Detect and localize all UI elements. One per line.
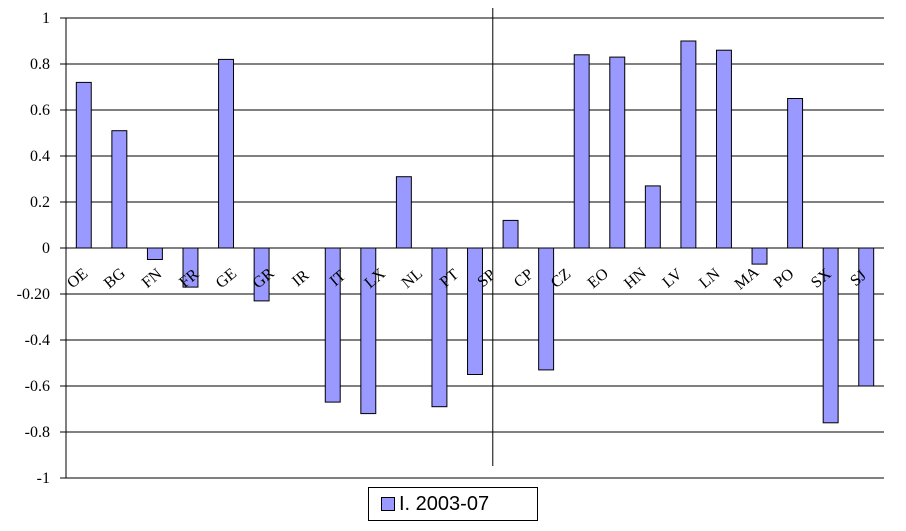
bar	[146, 247, 163, 260]
bar	[858, 247, 875, 387]
category-label: MA	[732, 263, 763, 293]
bar	[609, 56, 626, 249]
category-label: OE	[64, 265, 91, 292]
bar	[680, 40, 697, 249]
category-label: BG	[101, 265, 129, 293]
category-label: NL	[399, 265, 426, 292]
bar	[715, 49, 732, 249]
category-label: EO	[585, 265, 612, 292]
bar	[395, 176, 412, 249]
bar	[218, 58, 235, 249]
y-tick-label: -0.20	[17, 286, 50, 303]
y-tick-label: 0.8	[30, 56, 50, 73]
bar	[324, 247, 341, 403]
legend-label: I. 2003-07	[399, 492, 490, 515]
y-tick-label: -0.6	[25, 378, 50, 395]
y-tick-label: -0.4	[25, 332, 50, 349]
y-tick-label: 0	[42, 240, 50, 257]
bar	[644, 185, 661, 249]
legend-swatch	[381, 497, 395, 511]
bar	[467, 247, 483, 375]
bar	[573, 54, 590, 249]
bar	[182, 247, 199, 288]
category-label: FR	[176, 266, 202, 292]
category-label: HN	[621, 264, 650, 292]
bar	[111, 130, 128, 249]
bar	[75, 81, 92, 249]
y-tick-label: -0.8	[25, 424, 50, 441]
legend: I. 2003-07	[368, 487, 538, 521]
category-label: GE	[213, 265, 240, 292]
category-label: PO	[771, 265, 798, 291]
category-label: IR	[289, 267, 312, 291]
category-label: FN	[139, 265, 166, 291]
y-tick-label: 1	[42, 10, 50, 27]
y-tick-label: -1	[37, 470, 50, 487]
category-label: LV	[660, 265, 686, 291]
category-label: LN	[696, 265, 724, 292]
bar	[253, 247, 270, 302]
y-tick-label: 0.4	[30, 148, 50, 165]
bar	[502, 219, 519, 249]
bar	[360, 247, 377, 415]
bar	[538, 247, 555, 371]
bar	[822, 247, 839, 424]
y-tick-label: 0.2	[30, 194, 50, 211]
bar	[431, 247, 448, 408]
y-tick-label: 0.6	[30, 102, 50, 119]
bar	[787, 98, 804, 249]
bar	[751, 247, 768, 265]
category-label: CP	[511, 266, 537, 292]
